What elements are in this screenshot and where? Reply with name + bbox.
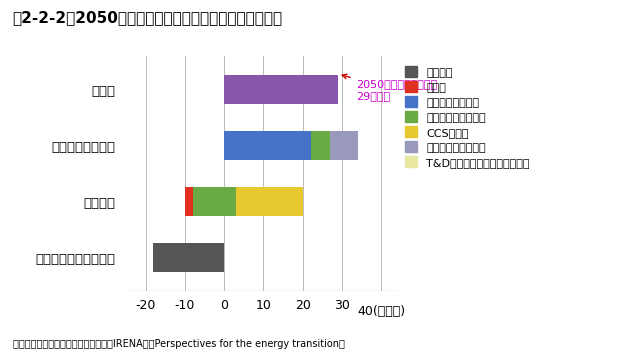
Bar	[193, 187, 236, 216]
Bar	[154, 243, 224, 272]
Text: 資料：国際再生可能エネルギー機関（IRENA）「Perspectives for the energy transition」: 資料：国際再生可能エネルギー機関（IRENA）「Perspectives for…	[13, 339, 345, 349]
Bar	[311, 131, 330, 160]
Bar	[224, 75, 338, 104]
Bar	[330, 131, 358, 160]
Text: 40(兆ドル): 40(兆ドル)	[357, 305, 405, 318]
Bar	[224, 131, 311, 160]
Text: 図2-2-2　2050年までに必要なグリーンエネルギー投資: 図2-2-2 2050年までに必要なグリーンエネルギー投資	[13, 11, 283, 26]
Text: 2050年までの追加投資
29兆ドル: 2050年までの追加投資 29兆ドル	[342, 74, 437, 100]
Bar	[185, 187, 193, 216]
Legend: 化石燃料, 原子力, エネルギー効率化, 再生可能エネルギー, CCSその他, 旧式建築物の建替え, T&Dバッテリー、バックアップ: 化石燃料, 原子力, エネルギー効率化, 再生可能エネルギー, CCSその他, …	[405, 66, 530, 167]
Bar	[236, 187, 302, 216]
